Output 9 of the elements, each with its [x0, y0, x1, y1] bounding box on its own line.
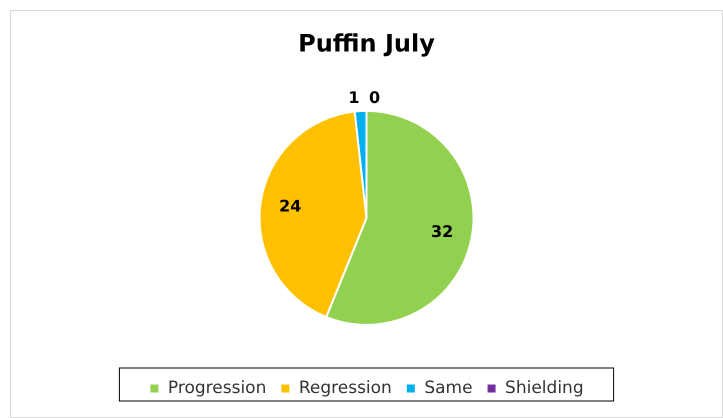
- legend-label: Progression: [168, 378, 266, 398]
- data-label: 24: [279, 196, 302, 216]
- chart-title: Puffin July: [298, 30, 436, 58]
- data-label: 1: [348, 88, 360, 108]
- legend-label: Same: [424, 378, 473, 398]
- legend-label: Shielding: [505, 378, 584, 398]
- data-label: 32: [430, 222, 454, 241]
- text: 0: [368, 88, 380, 108]
- legend-label: Regression: [298, 378, 392, 398]
